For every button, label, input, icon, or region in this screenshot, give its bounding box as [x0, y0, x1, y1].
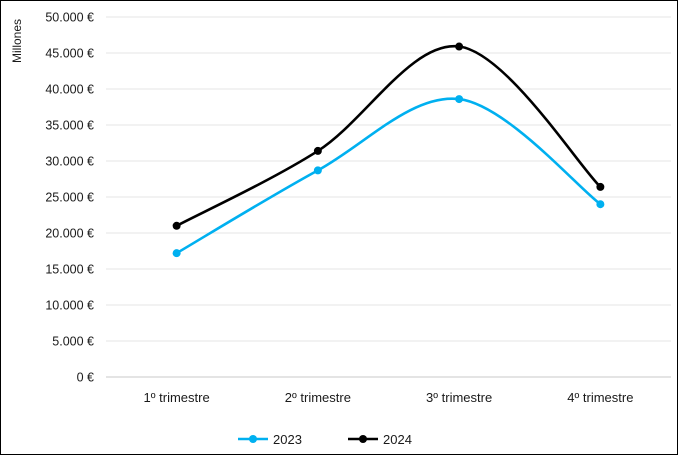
legend-item: 2023 [238, 432, 302, 447]
legend-item: 2024 [348, 432, 412, 447]
x-tick-label: 2º trimestre [285, 390, 351, 405]
data-point [313, 146, 322, 155]
data-point [596, 182, 605, 191]
y-tick-label: 10.000 € [45, 299, 94, 313]
y-tick-label: 25.000 € [45, 191, 94, 205]
x-tick-label: 4º trimestre [567, 390, 633, 405]
y-tick-label: 0 € [77, 371, 94, 385]
data-point [172, 221, 181, 230]
series-line [175, 97, 602, 255]
y-axis-label: Millones [10, 19, 24, 63]
data-point [455, 42, 464, 51]
y-axis-tick-labels: 0 € 5.000 € 10.000 € 15.000 € 20.000 € 25.000… [45, 11, 94, 385]
legend-label: 2023 [273, 432, 302, 447]
y-tick-label: 35.000 € [45, 119, 94, 133]
x-tick-label: 3º trimestre [426, 390, 492, 405]
y-tick-label: 50.000 € [45, 11, 94, 25]
y-tick-label: 20.000 € [45, 227, 94, 241]
y-tick-label: 5.000 € [52, 335, 94, 349]
data-point [172, 249, 181, 258]
legend: 2023 2024 [238, 432, 412, 447]
data-point [455, 95, 464, 104]
y-tick-label: 40.000 € [45, 83, 94, 97]
y-tick-label: 15.000 € [45, 263, 94, 277]
legend-marker [359, 435, 367, 443]
data-point [596, 200, 605, 209]
y-tick-label: 30.000 € [45, 155, 94, 169]
series-lines [172, 42, 605, 258]
x-axis-tick-labels: 1º trimestre 2º trimestre 3º trimestre 4º t… [144, 390, 634, 405]
y-tick-label: 45.000 € [45, 47, 94, 61]
data-point [313, 166, 322, 175]
series-2024 [172, 42, 605, 230]
gridlines [106, 16, 671, 342]
x-tick-label: 1º trimestre [144, 390, 210, 405]
legend-label: 2024 [383, 432, 412, 447]
series-2023 [172, 95, 605, 258]
series-line [175, 45, 602, 228]
legend-marker [249, 435, 257, 443]
